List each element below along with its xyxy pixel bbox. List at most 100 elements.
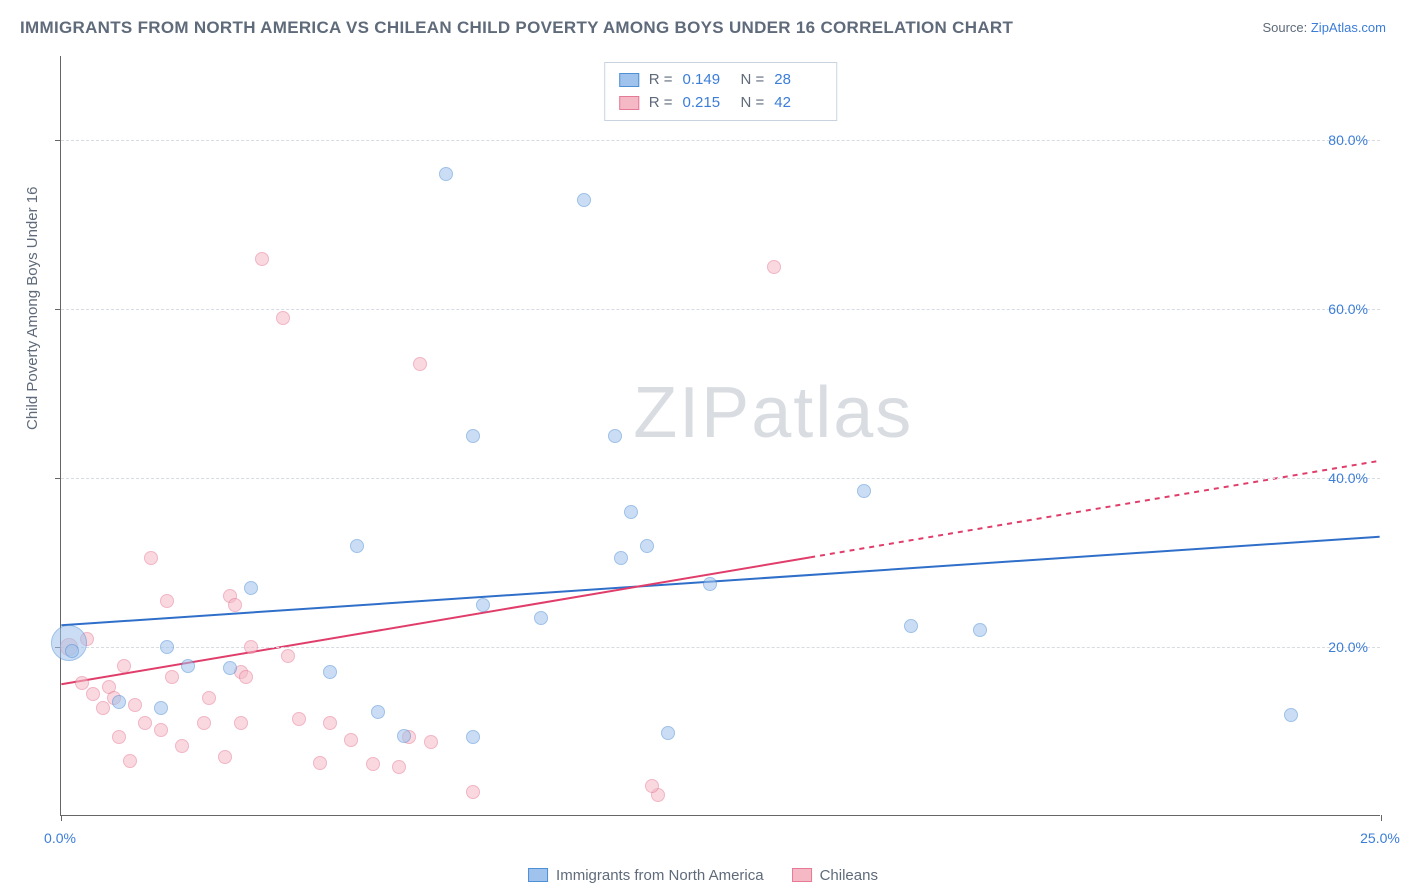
- scatter-point-blue: [904, 619, 918, 633]
- scatter-point-blue: [1284, 708, 1298, 722]
- scatter-point-pink: [160, 594, 174, 608]
- scatter-point-blue: [65, 644, 79, 658]
- scatter-point-blue: [614, 551, 628, 565]
- scatter-point-blue: [703, 577, 717, 591]
- scatter-point-pink: [366, 757, 380, 771]
- legend-label-blue: Immigrants from North America: [556, 867, 764, 884]
- grid-line: [61, 309, 1380, 310]
- x-tick-label: 25.0%: [1360, 830, 1400, 846]
- scatter-point-blue: [476, 598, 490, 612]
- scatter-point-pink: [645, 779, 659, 793]
- scatter-point-pink: [218, 750, 232, 764]
- scatter-point-pink: [202, 691, 216, 705]
- scatter-point-pink: [255, 252, 269, 266]
- scatter-point-pink: [767, 260, 781, 274]
- x-tick-mark: [1381, 815, 1382, 821]
- legend-swatch-pink: [619, 96, 639, 110]
- x-tick-mark: [61, 815, 62, 821]
- source-prefix: Source:: [1262, 20, 1310, 35]
- legend-row-blue: R = 0.149 N = 28: [619, 69, 823, 92]
- scatter-point-pink: [344, 733, 358, 747]
- scatter-point-pink: [112, 730, 126, 744]
- source-attribution: Source: ZipAtlas.com: [1262, 20, 1386, 35]
- scatter-point-blue: [608, 429, 622, 443]
- r-value-pink: 0.215: [683, 92, 731, 115]
- watermark-bold: ZIP: [633, 373, 751, 453]
- grid-line: [61, 140, 1380, 141]
- scatter-point-blue: [534, 611, 548, 625]
- scatter-point-pink: [96, 701, 110, 715]
- scatter-point-pink: [117, 659, 131, 673]
- scatter-point-blue: [160, 640, 174, 654]
- scatter-point-pink: [123, 754, 137, 768]
- scatter-point-pink: [281, 649, 295, 663]
- r-value-blue: 0.149: [683, 69, 731, 92]
- chart-title: IMMIGRANTS FROM NORTH AMERICA VS CHILEAN…: [20, 18, 1013, 38]
- scatter-point-blue: [397, 729, 411, 743]
- scatter-point-blue: [181, 659, 195, 673]
- scatter-point-blue: [371, 705, 385, 719]
- trend-line: [810, 461, 1379, 558]
- trend-line: [61, 537, 1379, 626]
- scatter-point-pink: [144, 551, 158, 565]
- scatter-point-pink: [228, 598, 242, 612]
- scatter-point-blue: [323, 665, 337, 679]
- scatter-point-pink: [276, 311, 290, 325]
- legend-item-blue: Immigrants from North America: [528, 867, 764, 884]
- y-tick-mark: [55, 140, 61, 141]
- y-tick-label: 40.0%: [1328, 470, 1368, 486]
- y-tick-mark: [55, 478, 61, 479]
- y-tick-label: 60.0%: [1328, 301, 1368, 317]
- scatter-point-pink: [313, 756, 327, 770]
- scatter-point-pink: [392, 760, 406, 774]
- y-axis-label: Child Poverty Among Boys Under 16: [24, 187, 41, 430]
- scatter-point-blue: [661, 726, 675, 740]
- grid-line: [61, 478, 1380, 479]
- scatter-point-blue: [577, 193, 591, 207]
- n-label: N =: [741, 69, 765, 92]
- grid-line: [61, 647, 1380, 648]
- legend-item-pink: Chileans: [792, 867, 878, 884]
- n-value-blue: 28: [774, 69, 822, 92]
- legend-label-pink: Chileans: [820, 867, 878, 884]
- scatter-point-blue: [466, 730, 480, 744]
- scatter-point-blue: [466, 429, 480, 443]
- scatter-point-blue: [112, 695, 126, 709]
- scatter-point-blue: [350, 539, 364, 553]
- y-tick-label: 80.0%: [1328, 132, 1368, 148]
- watermark: ZIPatlas: [633, 372, 913, 454]
- scatter-point-pink: [234, 716, 248, 730]
- scatter-point-pink: [424, 735, 438, 749]
- scatter-point-pink: [128, 698, 142, 712]
- scatter-point-pink: [239, 670, 253, 684]
- y-tick-label: 20.0%: [1328, 639, 1368, 655]
- source-link[interactable]: ZipAtlas.com: [1311, 20, 1386, 35]
- n-label: N =: [741, 92, 765, 115]
- scatter-point-pink: [197, 716, 211, 730]
- legend-swatch-blue: [619, 73, 639, 87]
- legend-swatch-blue-icon: [528, 868, 548, 882]
- scatter-point-pink: [86, 687, 100, 701]
- watermark-thin: atlas: [751, 373, 913, 453]
- scatter-point-pink: [323, 716, 337, 730]
- scatter-point-pink: [292, 712, 306, 726]
- correlation-legend: R = 0.149 N = 28 R = 0.215 N = 42: [604, 62, 838, 121]
- scatter-point-pink: [165, 670, 179, 684]
- scatter-point-pink: [138, 716, 152, 730]
- r-label: R =: [649, 69, 673, 92]
- n-value-pink: 42: [774, 92, 822, 115]
- x-tick-label: 0.0%: [44, 830, 76, 846]
- trend-lines-layer: [61, 56, 1380, 815]
- series-legend: Immigrants from North America Chileans: [528, 867, 878, 884]
- scatter-point-blue: [973, 623, 987, 637]
- legend-swatch-pink-icon: [792, 868, 812, 882]
- scatter-point-blue: [857, 484, 871, 498]
- scatter-point-blue: [624, 505, 638, 519]
- scatter-point-pink: [466, 785, 480, 799]
- scatter-point-blue: [154, 701, 168, 715]
- scatter-point-pink: [413, 357, 427, 371]
- legend-row-pink: R = 0.215 N = 42: [619, 92, 823, 115]
- y-tick-mark: [55, 309, 61, 310]
- trend-line: [61, 557, 810, 684]
- scatter-point-pink: [154, 723, 168, 737]
